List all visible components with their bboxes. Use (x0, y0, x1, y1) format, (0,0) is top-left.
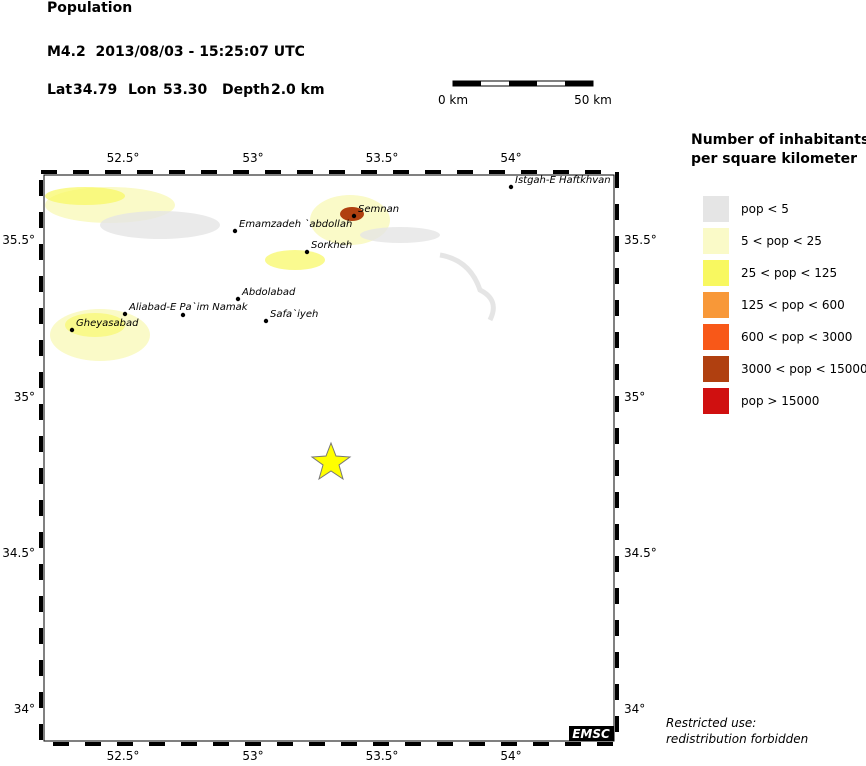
lon-label: Lon (128, 82, 157, 98)
place-dot (180, 312, 186, 318)
y-tick-label: 35.5° (2, 233, 35, 247)
legend-swatch (703, 292, 729, 318)
legend-swatch (703, 260, 729, 286)
legend-swatch (703, 388, 729, 414)
place-label: Gheyasabad (76, 318, 139, 329)
y-tick-label: 35.5° (624, 233, 657, 247)
event: M4.2 2013/08/03 - 15:25:07 UTC (47, 44, 305, 60)
map-frame (43, 174, 615, 742)
place-label: Emamzadeh `abdollah (239, 218, 352, 230)
notice: Restricted use: (666, 716, 756, 730)
x-tick-label: 53.5° (366, 749, 399, 762)
lon: 53.30 (163, 82, 208, 98)
y-tick-label: 34.5° (624, 546, 657, 560)
title: Population (47, 0, 132, 16)
scale-start: 0 km (438, 93, 468, 107)
place-dot (351, 213, 357, 219)
y-tick-label: 35° (624, 390, 645, 404)
place-label: Sorkheh (311, 240, 352, 251)
place-dot (508, 184, 514, 190)
place-dot (232, 228, 238, 234)
y-tick-label: 34° (14, 702, 35, 716)
x-tick-label: 52.5° (107, 749, 140, 762)
credit-box (569, 726, 614, 741)
legend-swatch (703, 228, 729, 254)
epicenter (310, 441, 352, 481)
place-dot (235, 296, 241, 302)
legend-label: pop < 5 (741, 202, 789, 216)
legend-label: 3000 < pop < 15000 (741, 362, 866, 376)
lat: 34.79 (73, 82, 117, 98)
x-tick-label: 53° (242, 749, 263, 762)
legend-label: 5 < pop < 25 (741, 234, 822, 248)
legend-swatch (703, 356, 729, 382)
legend-label: pop > 15000 (741, 394, 819, 408)
legend-label: 25 < pop < 125 (741, 266, 837, 280)
place-dot (304, 249, 310, 255)
legend-title: per square kilometer (691, 151, 857, 167)
x-tick-label: 54° (500, 749, 521, 762)
y-tick-label: 34.5° (2, 546, 35, 560)
place-label: Semnan (358, 204, 399, 215)
y-tick-label: 34° (624, 702, 645, 716)
depth-label: Depth (222, 82, 270, 98)
place-dot (263, 318, 269, 324)
x-tick-label: 52.5° (107, 151, 140, 165)
population-layer (45, 187, 496, 361)
notice: redistribution forbidden (666, 732, 808, 746)
lat-label: Lat (47, 82, 72, 98)
legend-swatch (703, 196, 729, 222)
place-label: Istgah-E Haftkhvan (515, 175, 611, 186)
place-label: Aliabad-E Pa`im Namak (128, 301, 249, 313)
place-dot (69, 327, 75, 333)
place-label: Abdolabad (241, 287, 296, 298)
y-tick-label: 35° (14, 390, 35, 404)
x-tick-label: 53.5° (366, 151, 399, 165)
legend-label: 600 < pop < 3000 (741, 330, 852, 344)
legend-label: 125 < pop < 600 (741, 298, 845, 312)
credit: EMSC (572, 727, 610, 741)
x-tick-label: 54° (500, 151, 521, 165)
x-tick-label: 53° (242, 151, 263, 165)
place-label: Safa`iyeh (270, 308, 318, 320)
depth: 2.0 km (271, 82, 325, 98)
legend-swatch (703, 324, 729, 350)
map-frame-pattern (39, 170, 619, 746)
place-dot (122, 311, 128, 317)
legend-title: Number of inhabitants (691, 132, 866, 148)
scale-end: 50 km (574, 93, 612, 107)
